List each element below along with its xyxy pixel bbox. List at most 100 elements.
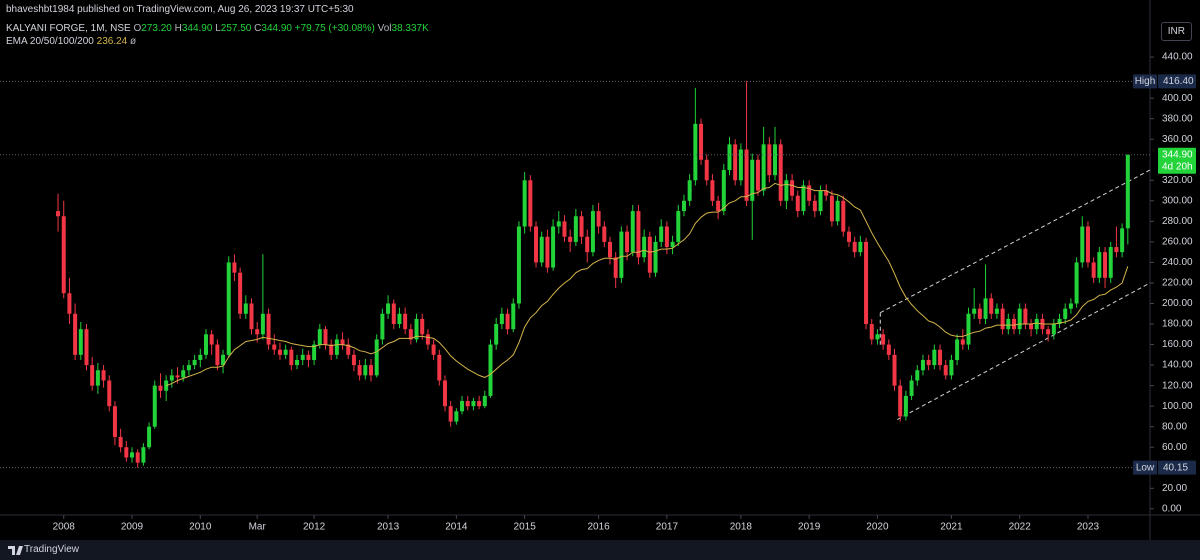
candle-body bbox=[1046, 329, 1051, 335]
candle-body bbox=[932, 349, 937, 366]
candle-body bbox=[955, 339, 960, 360]
candle-body bbox=[380, 313, 385, 340]
countdown: 4d 20h bbox=[1162, 161, 1193, 172]
candle-body bbox=[1017, 308, 1022, 330]
candle-body bbox=[1114, 247, 1119, 253]
candle-body bbox=[101, 370, 106, 381]
y-tick-label: 220.00 bbox=[1162, 278, 1193, 289]
candle-body bbox=[812, 200, 817, 212]
ohlc-label: H bbox=[174, 23, 182, 34]
candle-body bbox=[295, 359, 300, 366]
candle-body bbox=[329, 344, 334, 355]
candle-body bbox=[499, 313, 504, 325]
candle-body bbox=[773, 144, 778, 176]
trend-line bbox=[880, 169, 1151, 314]
ema-symbol: ø bbox=[130, 36, 137, 47]
candle-body bbox=[471, 401, 476, 407]
candle-body bbox=[243, 303, 248, 314]
price-label-box bbox=[1133, 460, 1157, 475]
candle-body bbox=[169, 375, 174, 381]
ohlc-value: 273.20 bbox=[141, 23, 172, 34]
footer: TradingView bbox=[0, 540, 1200, 560]
candle-body bbox=[829, 195, 834, 222]
candle-body bbox=[721, 170, 726, 212]
candle-body bbox=[681, 200, 686, 212]
candle-body bbox=[972, 308, 977, 314]
candle-body bbox=[966, 313, 971, 345]
y-tick-label: 100.00 bbox=[1162, 401, 1193, 412]
ohlc-label: C bbox=[254, 23, 262, 34]
candle-body bbox=[1057, 318, 1062, 325]
y-tick-label: 120.00 bbox=[1162, 380, 1193, 391]
x-tick-label: 2021 bbox=[940, 522, 963, 533]
candle-body bbox=[784, 180, 789, 201]
ohlc-value: 344.90 bbox=[181, 23, 213, 34]
candle-body bbox=[767, 144, 772, 176]
ema-legend: EMA 20/50/100/200 236.24 ø bbox=[6, 36, 136, 47]
candle-body bbox=[716, 200, 721, 212]
candle-body bbox=[442, 380, 447, 407]
y-tick-label: 300.00 bbox=[1162, 195, 1193, 206]
candle-body bbox=[676, 211, 681, 242]
candle-body bbox=[664, 226, 669, 248]
symbol: KALYANI FORGE, 1M, NSE bbox=[6, 23, 131, 34]
volume-value: 38.337K bbox=[391, 23, 429, 34]
candle-body bbox=[659, 226, 664, 242]
x-tick-label: 2017 bbox=[656, 522, 679, 533]
y-tick-label: 60.00 bbox=[1162, 442, 1187, 453]
candle-body bbox=[323, 329, 328, 345]
candle-body bbox=[539, 236, 544, 263]
candle-body bbox=[943, 365, 948, 376]
y-tick-label: 380.00 bbox=[1162, 113, 1193, 124]
y-tick-label: 440.00 bbox=[1162, 52, 1193, 63]
candle-body bbox=[78, 329, 83, 355]
candle-body bbox=[636, 211, 641, 258]
candle-body bbox=[625, 231, 630, 253]
candle-body bbox=[1012, 318, 1017, 330]
last-price-value: 344.90 bbox=[1162, 149, 1193, 160]
candle-body bbox=[744, 149, 749, 201]
candle-body bbox=[238, 272, 243, 314]
candle-body bbox=[317, 329, 322, 345]
trend-line bbox=[897, 282, 1151, 420]
candle-body bbox=[221, 354, 226, 366]
candle-body bbox=[1029, 324, 1034, 330]
change: +79.75 (+30.08%) bbox=[294, 23, 375, 34]
x-tick-label: 2022 bbox=[1009, 522, 1032, 533]
candle-body bbox=[181, 370, 186, 378]
candle-body bbox=[607, 241, 612, 258]
y-tick-label: 180.00 bbox=[1162, 319, 1193, 330]
candle-body bbox=[95, 370, 100, 386]
y-tick-label: 400.00 bbox=[1162, 93, 1193, 104]
y-tick-label: 200.00 bbox=[1162, 298, 1193, 309]
candle-body bbox=[226, 262, 231, 355]
ema-line bbox=[166, 182, 1129, 387]
candle-body bbox=[551, 226, 556, 268]
y-tick-label: 280.00 bbox=[1162, 216, 1193, 227]
candle-body bbox=[175, 375, 180, 378]
candle-body bbox=[886, 344, 891, 355]
candle-body bbox=[852, 241, 857, 253]
x-tick-label: 2010 bbox=[189, 522, 212, 533]
candle-body bbox=[903, 395, 908, 417]
candle-body bbox=[1006, 318, 1011, 330]
candle-body bbox=[818, 190, 823, 212]
candle-body bbox=[556, 221, 561, 227]
candle-body bbox=[704, 159, 709, 181]
price-value: 40.15 bbox=[1163, 462, 1188, 473]
candle-body bbox=[949, 359, 954, 376]
candle-body bbox=[482, 395, 487, 407]
candle-body bbox=[562, 221, 567, 237]
candle-body bbox=[989, 298, 994, 314]
candle-body bbox=[465, 401, 470, 407]
candle-body bbox=[807, 185, 812, 201]
logo-icon bbox=[8, 546, 23, 555]
y-tick-label: 20.00 bbox=[1162, 483, 1187, 494]
candle-body bbox=[158, 385, 163, 391]
candle-body bbox=[203, 334, 208, 355]
candle-body bbox=[983, 298, 988, 319]
candle-body bbox=[960, 339, 965, 345]
y-tick-label: 320.00 bbox=[1162, 175, 1193, 186]
currency-button[interactable]: INR bbox=[1160, 22, 1192, 41]
candle-body bbox=[710, 180, 715, 201]
